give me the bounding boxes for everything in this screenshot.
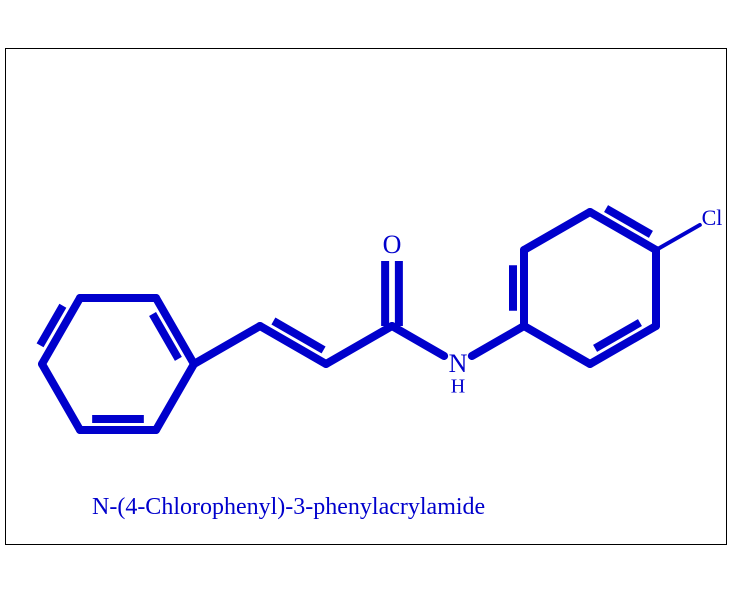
compound-name-caption: N-(4-Chlorophenyl)-3-phenylacrylamide xyxy=(92,494,485,521)
atom-label-o: O xyxy=(383,230,402,260)
atom-label-n-h: H xyxy=(451,376,465,399)
diagram-canvas: NH O Cl N-(4-Chlorophenyl)-3-phenylacrylam… xyxy=(0,0,730,590)
atom-label-cl: Cl xyxy=(702,205,723,231)
atom-label-n: N xyxy=(449,349,468,379)
